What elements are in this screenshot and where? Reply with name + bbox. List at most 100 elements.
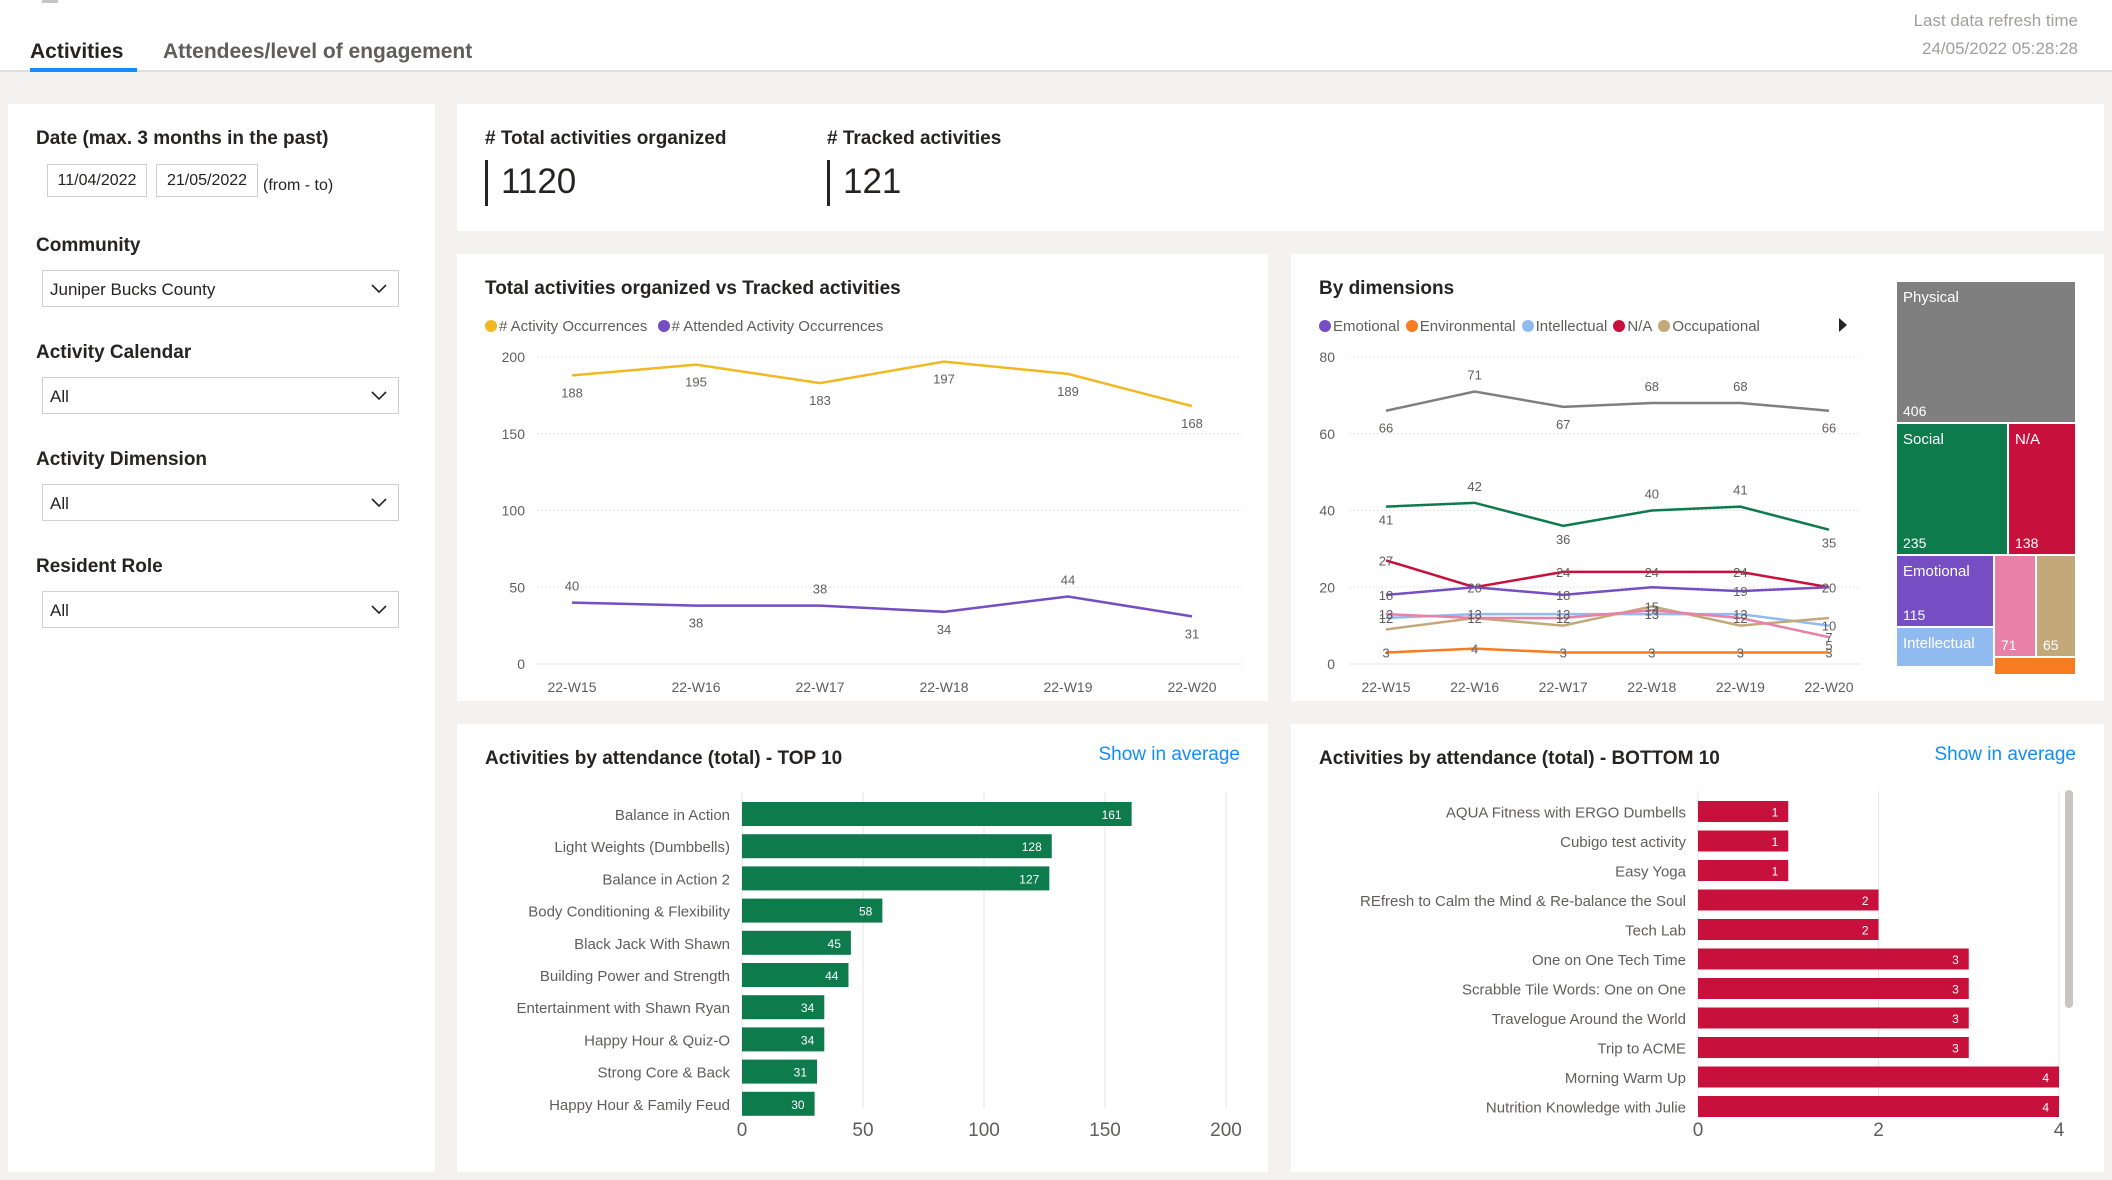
bar-category-label: Light Weights (Dumbbells) [554,839,730,856]
dimension-dropdown[interactable]: All [42,484,399,521]
dimension-filter-title: Activity Dimension [36,449,208,470]
data-label: 13 [1733,607,1747,622]
treemap-value: 406 [1903,403,1927,419]
bar-value-label: 4 [2042,1101,2049,1115]
bottom10-scrollbar[interactable] [2065,790,2073,1008]
legend-item[interactable]: # Attended Activity Occurrences [657,318,883,335]
data-label: 68 [1645,379,1659,394]
tab-activities[interactable]: Activities [30,40,124,63]
bottom10-card: Activities by attendance (total) - BOTTO… [1291,724,2104,1172]
data-label: 13 [1645,607,1659,622]
tab-attendees[interactable]: Attendees/level of engagement [163,40,473,63]
dimensions-legend: Emotional Environmental Intellectual N/A Occ… [1319,318,1766,335]
treemap-label: N/A [2015,431,2041,448]
date-from-input[interactable]: 11/04/2022 [47,164,147,197]
calendar-dropdown[interactable]: All [42,377,399,414]
bar [1698,860,1789,881]
bar-value-label: 31 [794,1066,808,1080]
bar [1698,1066,2059,1088]
x-tick-label: 22-W19 [1043,679,1092,695]
data-label: 40 [565,579,579,594]
data-label: 3 [1560,645,1567,660]
community-dropdown[interactable]: Juniper Bucks County [42,270,399,307]
treemap-tile[interactable]: Social 235 [1897,424,2007,554]
chevron-down-icon [371,498,387,508]
x-tick-label: 50 [852,1120,873,1141]
treemap-tile[interactable]: Intellectual [1897,628,1993,666]
data-label: 4 [1471,642,1478,657]
data-label: 24 [1733,565,1747,580]
legend-item[interactable]: # Activity Occurrences [485,318,647,335]
legend-dot [1319,320,1331,332]
top10-title: Activities by attendance (total) - TOP 1… [485,748,843,769]
treemap-tile[interactable]: N/A 138 [2009,424,2075,554]
role-value: All [50,601,69,620]
treemap-tile[interactable]: 71 [1995,556,2035,656]
data-label: 15 [1645,599,1659,614]
data-label: 3 [1825,645,1832,660]
data-label: 12 [1379,611,1393,626]
bar-value-label: 3 [1952,983,1959,997]
treemap-tile[interactable] [1995,658,2075,674]
data-label: 40 [1645,487,1659,502]
data-label: 7 [1825,630,1832,645]
bar [742,963,849,987]
y-tick-label: 60 [1319,426,1335,442]
line-chart: 0 50 100 150 200 22-W15 22-W16 22-W17 22-W18 22-W… [502,349,1242,695]
date-to-input[interactable]: 21/05/2022 [156,164,258,197]
x-tick-label: 22-W18 [919,679,968,695]
y-tick-label: 40 [1319,503,1335,519]
series-line [1385,585,1830,597]
treemap-tile[interactable]: 65 [2037,556,2075,656]
x-tick-label: 22-W17 [1539,679,1588,695]
treemap-tile[interactable]: Physical 406 [1897,282,2075,422]
calendar-filter-title: Activity Calendar [36,342,192,363]
series-line [1385,559,1830,589]
legend-item[interactable]: Environmental [1405,318,1516,335]
y-tick-label: 200 [502,349,526,365]
bar [742,1059,818,1084]
legend-item[interactable]: Intellectual [1521,318,1607,335]
date-filter-title: Date (max. 3 months in the past) [36,128,329,149]
bar-value-label: 58 [859,905,873,919]
dimensions-line-chart: 0 20 40 60 80 22-W15 22-W16 22-W17 22-W18 22-W19 2… [1319,349,1861,695]
top10-show-average-link[interactable]: Show in average [1098,744,1240,765]
y-tick-label: 150 [502,426,526,442]
legend-item[interactable]: Emotional [1319,318,1400,335]
role-dropdown[interactable]: All [42,591,399,628]
chevron-down-icon [371,605,387,615]
legend-next-icon[interactable] [1839,318,1847,332]
bar [1698,948,1969,970]
treemap-value: 71 [2001,637,2017,653]
x-tick-label: 22-W18 [1627,679,1676,695]
bar-category-label: REfresh to Calm the Mind & Re-balance th… [1360,893,1686,910]
treemap-tile[interactable]: Emotional 115 [1897,556,1993,626]
treemap-value: 65 [2043,637,2059,653]
legend-item[interactable]: N/A [1613,318,1652,335]
legend-dot [485,320,497,332]
data-label: 18 [1379,588,1393,603]
bar-category-label: Happy Hour & Quiz-O [584,1032,730,1049]
bar [742,1091,815,1116]
bottom10-show-average-link[interactable]: Show in average [1934,744,2076,765]
x-tick-label: 22-W17 [795,679,844,695]
bar-value-label: 2 [1862,894,1869,908]
bar-value-label: 127 [1019,872,1039,886]
bar-category-label: Building Power and Strength [540,968,730,985]
series-line [1385,390,1830,412]
legend-item[interactable]: Occupational [1658,318,1760,335]
bar-value-label: 3 [1952,1042,1959,1056]
bar-value-label: 1 [1772,835,1779,849]
bar [1698,889,1879,911]
data-label: 35 [1822,536,1836,551]
y-tick-label: 100 [502,503,526,519]
bar-category-label: One on One Tech Time [1532,952,1686,969]
bar-category-label: Happy Hour & Family Feud [549,1097,730,1114]
x-tick-label: 22-W20 [1804,679,1853,695]
data-label: 71 [1467,368,1481,383]
y-tick-label: 0 [1327,656,1335,672]
data-label: 20 [1822,580,1836,595]
bar-category-label: AQUA Fitness with ERGO Dumbells [1446,805,1686,822]
data-label: 38 [813,582,827,597]
bar [1698,1007,1969,1029]
